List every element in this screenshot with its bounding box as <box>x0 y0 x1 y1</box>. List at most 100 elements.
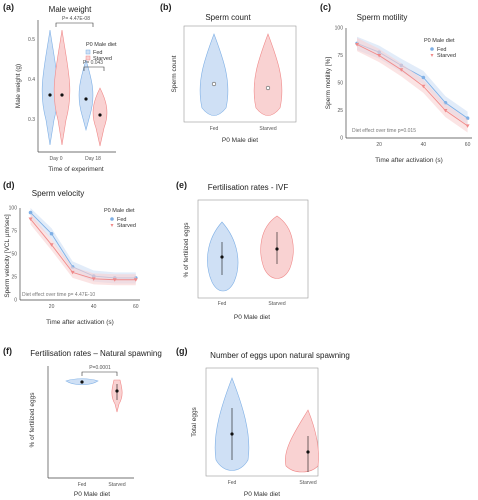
panel-c-xtick-label: 60 <box>465 142 471 148</box>
panel-e-xtick-label: Starved <box>268 301 285 307</box>
panel-c-data-point-starved <box>421 84 426 89</box>
panel-c-data-point-starved <box>399 68 404 72</box>
panel-c-y-ticks: 0 25 50 75 100 <box>335 26 344 142</box>
panel-d-ytick-label: 25 <box>11 275 17 281</box>
panel-d-xtick-label: 20 <box>49 304 55 310</box>
panel-e-ylabel: % of fertilized eggs <box>183 222 190 278</box>
panel-a-ytick-label: 0.3 <box>28 117 35 123</box>
panel-b-violin-fed <box>199 33 229 116</box>
panel-c-series <box>355 36 470 133</box>
panel-c-data-point-starved <box>443 109 448 113</box>
panel-c-legend-swatch-starved <box>430 54 434 57</box>
panel-d-ytick-label: 75 <box>11 229 17 235</box>
panel-d-legend-title: P0 Male diet <box>104 208 135 214</box>
panel-d-data-point-starved <box>70 270 75 275</box>
panel-f-label: (f) <box>3 346 12 356</box>
panel-a-xtick-label: Day 18 <box>85 156 101 162</box>
panel-f: (f) Fertilisation rates – Natural spawni… <box>3 346 162 498</box>
panel-g-xtick-label: Fed <box>228 480 237 486</box>
panel-d-ytick-label: 0 <box>14 298 17 304</box>
panel-c-data-point-starved <box>355 43 360 47</box>
panel-a-xtick-label: Day 0 <box>49 156 62 162</box>
panel-g: (g) Number of eggs upon natural spawning… <box>176 346 350 498</box>
panel-c-series-line-starved <box>356 44 468 127</box>
panel-c-data-point-fed <box>421 75 426 80</box>
panel-a-label: (a) <box>3 2 14 12</box>
panel-a-legend-title: P0 Male diet <box>86 42 117 48</box>
panel-c-ytick-label: 25 <box>337 108 343 114</box>
panel-a-mean-point <box>48 93 52 97</box>
panel-d-data-point-fed <box>28 210 33 215</box>
panel-f-mean-point <box>115 389 119 393</box>
panel-d-ytick-label: 50 <box>11 252 17 258</box>
panel-c-data-point-starved <box>377 54 382 58</box>
panel-b-xlabel: P0 Male diet <box>222 137 258 144</box>
panel-g-mean-point <box>230 432 234 436</box>
panel-b-title: Sperm count <box>205 13 251 22</box>
panel-f-bracket <box>81 371 118 376</box>
panel-d-x-ticks: 20 40 60 <box>49 304 139 310</box>
panel-f-title: Fertilisation rates – Natural spawning <box>30 349 162 358</box>
panel-a-ytick-label: 0.4 <box>28 77 35 83</box>
panel-d: (d) Sperm velocity Sperm velocity [VCL µ… <box>3 180 140 326</box>
panel-a-mean-point <box>98 113 102 117</box>
panel-e-label: (e) <box>176 180 187 190</box>
panel-c-title: Sperm motility <box>357 13 408 22</box>
panel-d-data-point-fed <box>49 231 54 236</box>
panel-c-ytick-label: 50 <box>337 81 343 87</box>
panel-d-xtick-label: 60 <box>133 304 139 310</box>
panel-f-pvalue: P=0.0001 <box>89 365 111 371</box>
panel-c: (c) Sperm motility Sperm motility [%] 0 2… <box>320 2 472 164</box>
panel-c-legend-title: P0 Male diet <box>424 38 455 44</box>
panel-c-xlabel: Time after activation (s) <box>375 157 443 164</box>
panel-d-series <box>28 208 138 286</box>
panel-c-data-point-starved <box>465 124 470 128</box>
panel-c-label: (c) <box>320 2 331 12</box>
panel-b-plot-frame <box>183 25 297 123</box>
panel-b-ylabel: Sperm count <box>171 55 178 92</box>
panel-b-label: (b) <box>160 2 172 12</box>
panel-e-xtick-label: Fed <box>218 301 227 307</box>
panel-a-xlabel: Time of experiment <box>48 166 104 173</box>
panel-a-pvalue: P= 4.47E-08 <box>62 16 90 22</box>
panel-d-annotation: Diet effect over time p= 4.47E-10 <box>22 292 95 298</box>
panel-a-violin-day18-starved <box>92 87 108 147</box>
panel-d-legend-swatch-fed <box>110 217 114 221</box>
panel-d-data-point-starved <box>49 243 54 247</box>
panel-d-ci-band-starved <box>30 213 136 286</box>
panel-g-xtick-label: Starved <box>299 480 316 486</box>
panel-b-mean-point <box>265 85 271 91</box>
panel-d-y-ticks: 0 25 50 75 100 <box>9 206 18 304</box>
panel-c-xtick-label: 20 <box>376 142 382 148</box>
panel-a-legend-fed: Fed <box>93 50 102 56</box>
panel-d-legend-swatch-starved <box>110 224 114 227</box>
panel-g-xlabel: P0 Male diet <box>244 491 280 498</box>
panel-d-data-point-starved <box>28 217 33 222</box>
panel-a-title: Male weight <box>49 5 92 14</box>
panel-d-xlabel: Time after activation (s) <box>46 319 114 326</box>
panel-c-legend-fed: Fed <box>437 47 446 53</box>
panel-d-data-point-starved <box>91 277 96 281</box>
panel-a-bracket-1 <box>55 22 94 27</box>
panel-a-mean-point <box>84 97 88 101</box>
panel-c-legend-swatch-fed <box>430 47 434 51</box>
panel-g-mean-point <box>306 450 310 454</box>
panel-a-mean-point <box>60 93 64 97</box>
panel-b-mean-point <box>211 81 217 87</box>
panel-c-annotation: Diet effect over time p=0.015 <box>352 128 416 134</box>
panel-d-data-point-starved <box>133 278 138 282</box>
panel-e-mean-point <box>275 247 279 251</box>
panel-c-ytick-label: 75 <box>337 53 343 59</box>
panel-b: (b) Sperm count Sperm count Fed Starved … <box>160 2 297 144</box>
panel-e-plot-frame <box>197 199 309 299</box>
panel-c-legend-starved: Starved <box>437 53 456 59</box>
panel-c-ylabel: Sperm motility [%] <box>325 57 332 110</box>
panel-b-violin-starved <box>253 33 283 116</box>
panel-e-xlabel: P0 Male diet <box>234 314 270 321</box>
panel-a: (a) Male weight 0.5 0.4 0.3 Male weight … <box>3 2 117 173</box>
panel-d-series-line-starved <box>30 218 136 281</box>
panel-d-label: (d) <box>3 180 15 190</box>
panel-f-xlabel: P0 Male diet <box>74 491 110 498</box>
panel-d-legend-fed: Fed <box>117 217 126 223</box>
